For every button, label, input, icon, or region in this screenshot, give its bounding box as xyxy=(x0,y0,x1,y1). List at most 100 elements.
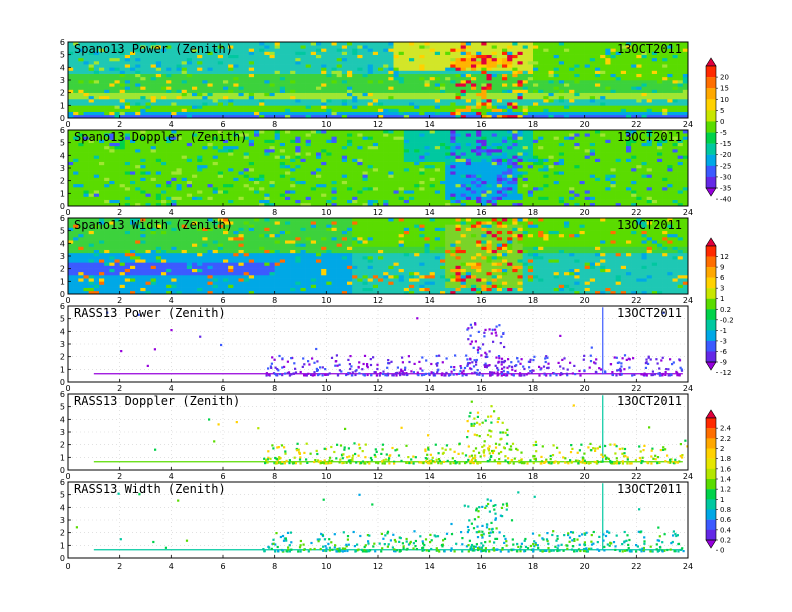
heat-cell xyxy=(641,80,647,84)
heat-cell xyxy=(166,149,172,153)
heat-cell xyxy=(243,202,250,207)
heat-cell xyxy=(465,99,472,103)
heat-cell xyxy=(341,171,348,175)
heat-cell xyxy=(569,48,575,52)
heat-cell xyxy=(207,196,213,200)
heat-cell xyxy=(589,99,596,103)
heat-cell xyxy=(636,42,642,46)
heat-cell xyxy=(243,99,250,103)
heat-cell xyxy=(300,180,306,185)
heat-cell xyxy=(331,177,337,181)
heat-cell xyxy=(584,111,591,116)
heat-cell xyxy=(481,42,487,46)
heat-cell xyxy=(135,155,141,159)
heat-cell xyxy=(579,108,585,112)
heat-cell xyxy=(155,164,162,169)
heat-cell xyxy=(176,102,182,106)
heat-cell xyxy=(574,61,580,65)
heat-cell xyxy=(295,80,301,84)
heat-cell xyxy=(259,142,265,147)
heat-cell xyxy=(388,142,394,147)
heat-cell xyxy=(605,51,611,55)
heat-cell xyxy=(403,54,410,59)
heat-cell xyxy=(409,149,415,153)
heat-cell xyxy=(631,86,637,90)
heat-cell xyxy=(161,193,167,197)
heat-cell xyxy=(465,114,472,119)
heat-cell xyxy=(68,99,74,103)
heat-cell xyxy=(305,111,312,116)
heat-cell xyxy=(455,95,461,100)
heat-cell xyxy=(527,105,534,109)
heat-cell xyxy=(68,133,74,137)
heat-cell xyxy=(316,61,322,65)
heat-cell xyxy=(124,108,131,112)
heat-cell xyxy=(455,86,461,90)
heat-cell xyxy=(197,45,203,49)
heat-cell xyxy=(362,193,368,197)
heat-cell xyxy=(68,45,74,49)
heat-cell xyxy=(378,57,384,62)
y-tick-label: 1 xyxy=(60,101,65,110)
heat-cell xyxy=(631,42,637,46)
heat-cell xyxy=(496,89,503,93)
heat-cell xyxy=(507,70,513,74)
heat-cell xyxy=(254,83,260,87)
heat-cell xyxy=(672,95,678,100)
heat-cell xyxy=(295,99,301,103)
heat-cell xyxy=(269,187,275,191)
heat-cell xyxy=(217,177,224,181)
heat-cell xyxy=(104,92,110,97)
heat-cell xyxy=(274,95,281,100)
heat-cell xyxy=(574,105,580,109)
heat-cell xyxy=(372,136,379,140)
heat-cell xyxy=(605,99,611,103)
heat-cell xyxy=(248,114,255,119)
heat-cell xyxy=(264,99,270,103)
heat-cell xyxy=(88,105,95,109)
heat-cell xyxy=(83,114,89,119)
heat-cell xyxy=(192,86,198,90)
heat-cell xyxy=(300,164,306,169)
heat-cell xyxy=(145,45,151,49)
heat-cell xyxy=(548,108,554,112)
heat-cell xyxy=(486,105,492,109)
heat-cell xyxy=(269,152,275,156)
heat-cell xyxy=(269,168,275,172)
heat-cell xyxy=(186,48,193,52)
heat-cell xyxy=(357,168,363,172)
heat-cell xyxy=(605,108,611,112)
heat-cell xyxy=(68,42,74,46)
heat-cell xyxy=(372,158,379,162)
heat-cell xyxy=(445,111,451,116)
heat-cell xyxy=(393,164,399,169)
heat-cell xyxy=(192,105,198,109)
heat-cell xyxy=(259,99,265,103)
heat-cell xyxy=(207,174,213,178)
heat-cell xyxy=(672,51,678,55)
heat-cell xyxy=(181,187,188,191)
heat-cell xyxy=(553,114,560,119)
heat-cell xyxy=(326,171,332,175)
heat-cell xyxy=(372,199,379,204)
heat-cell xyxy=(336,155,343,159)
heat-cell xyxy=(357,73,363,78)
heat-cell xyxy=(512,95,518,100)
heat-cell xyxy=(517,105,523,109)
heat-cell xyxy=(310,199,317,204)
heat-cell xyxy=(362,48,368,52)
heat-cell xyxy=(558,92,565,97)
heat-cell xyxy=(223,42,229,46)
heat-cell xyxy=(579,45,585,49)
heat-cell xyxy=(455,190,461,194)
heat-cell xyxy=(398,114,405,119)
heat-cell xyxy=(507,48,513,52)
heat-cell xyxy=(109,102,115,106)
heat-cell xyxy=(290,54,296,59)
heat-cell xyxy=(615,83,622,87)
heat-cell xyxy=(228,168,234,172)
heat-cell xyxy=(502,139,508,143)
heat-cell xyxy=(300,136,306,140)
heat-cell xyxy=(393,76,399,81)
